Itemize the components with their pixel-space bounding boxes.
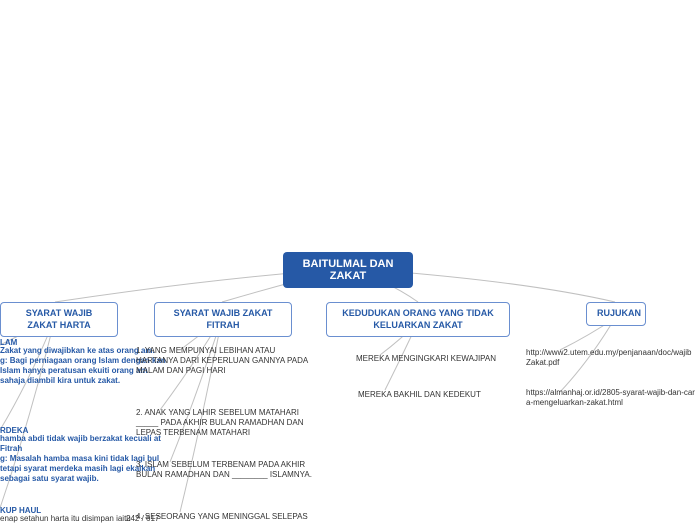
rujukan-link1[interactable]: http://www2.utem.edu.my/penjanaan/doc/wa… [526, 348, 696, 369]
rujukan-link2[interactable]: https://almanhaj.or.id/2805-syarat-wajib… [526, 388, 696, 409]
kedekut-item1: MEREKA MENGINGKARI KEWAJIPAN [356, 354, 536, 364]
branch-kedudukan[interactable]: KEDUDUKAN ORANG YANG TIDAK KELUARKAN ZAK… [326, 302, 510, 337]
branch-syarat-harta[interactable]: SYARAT WAJIB ZAKAT HARTA [0, 302, 118, 337]
branch-rujukan[interactable]: RUJUKAN [586, 302, 646, 326]
fitrah-item4b: 242 / 617 [126, 514, 176, 524]
kedekut-item2: MEREKA BAKHIL DAN KEDEKUT [358, 390, 538, 400]
root-node[interactable]: BAITULMAL DAN ZAKAT [283, 252, 413, 288]
fitrah-item1: 1. YANG MEMPUNYAI LEBIHAN ATAU HARTANYA … [136, 346, 316, 376]
fitrah-item2: 2. ANAK YANG LAHIR SEBELUM MATAHARI ____… [136, 408, 316, 438]
fitrah-item3: 3. ISLAM SEBELUM TERBENAM PADA AKHIR BUL… [136, 460, 316, 480]
branch-syarat-fitrah[interactable]: SYARAT WAJIB ZAKAT FITRAH [154, 302, 292, 337]
